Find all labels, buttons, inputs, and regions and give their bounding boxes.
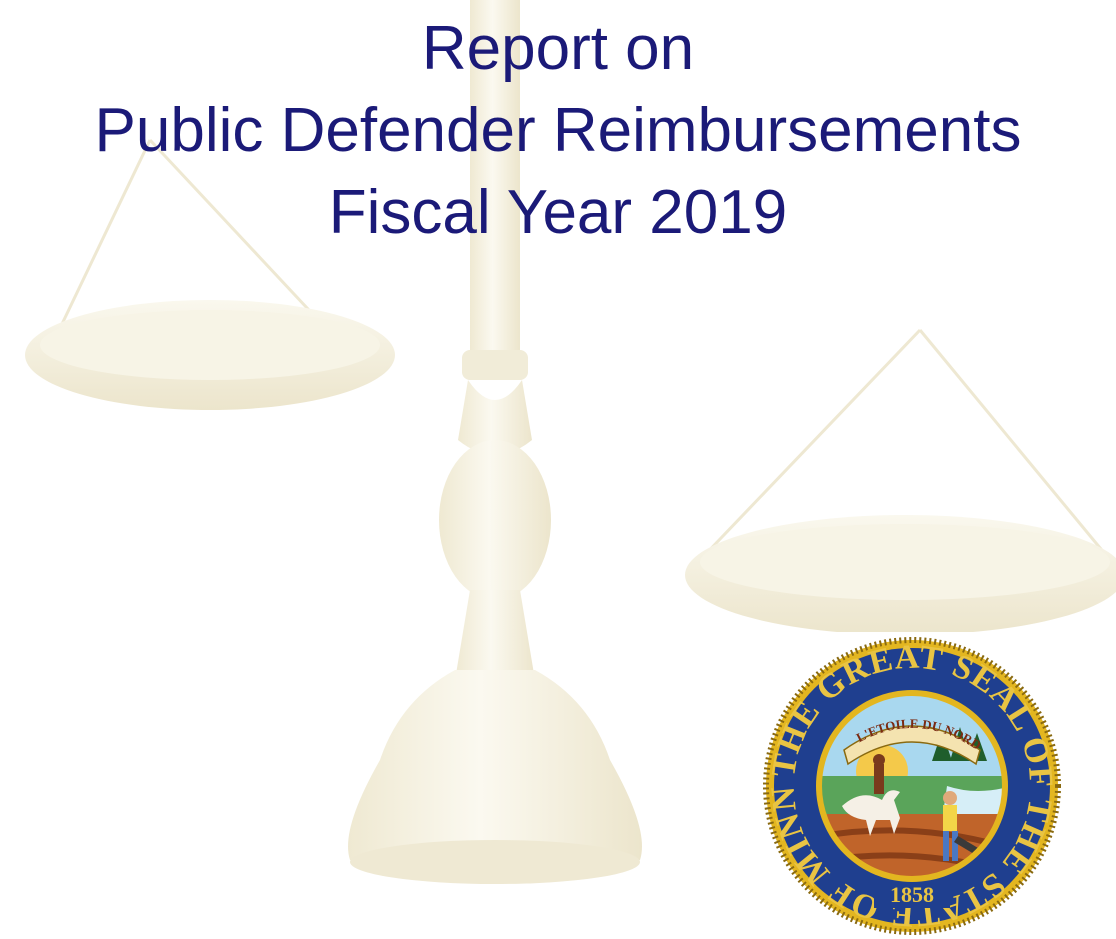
title-line-2: Public Defender Reimbursements bbox=[94, 96, 1022, 165]
scale-knob bbox=[439, 440, 551, 600]
state-seal-icon: THE GREAT SEAL OF THE STATE OF MINNESOTA bbox=[756, 632, 1116, 939]
title-line-1: Report on bbox=[421, 14, 695, 83]
title-line-3: Fiscal Year 2019 bbox=[328, 178, 788, 247]
seal-scene bbox=[820, 694, 1004, 878]
seal-year-text: 1858 bbox=[890, 882, 934, 907]
report-title: Report on Public Defender Reimbursements… bbox=[0, 8, 1116, 254]
scale-post bbox=[470, 0, 520, 370]
scale-base bbox=[348, 670, 642, 880]
